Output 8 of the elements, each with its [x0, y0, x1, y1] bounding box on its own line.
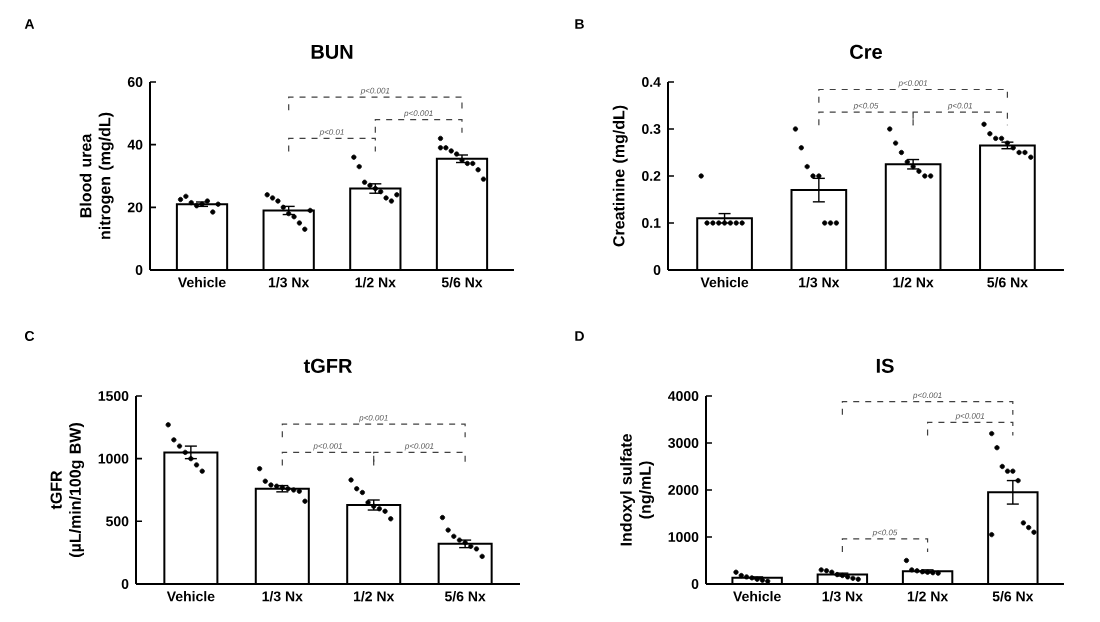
- chart-title: Cre: [850, 44, 882, 59]
- y-axis-title: Blood urea nitrogen (mg/dL): [79, 112, 114, 239]
- y-axis-title: Creatinine (mg/dL): [612, 105, 628, 247]
- chart-title: BUN: [311, 44, 353, 59]
- y-axis-title: tGFR (µL/min/100g BW): [50, 423, 85, 557]
- chart-title: IS: [876, 358, 894, 373]
- chart-title: tGFR: [303, 358, 353, 373]
- y-axis-title: Indoxyl sulfate (ng/mL): [620, 434, 655, 546]
